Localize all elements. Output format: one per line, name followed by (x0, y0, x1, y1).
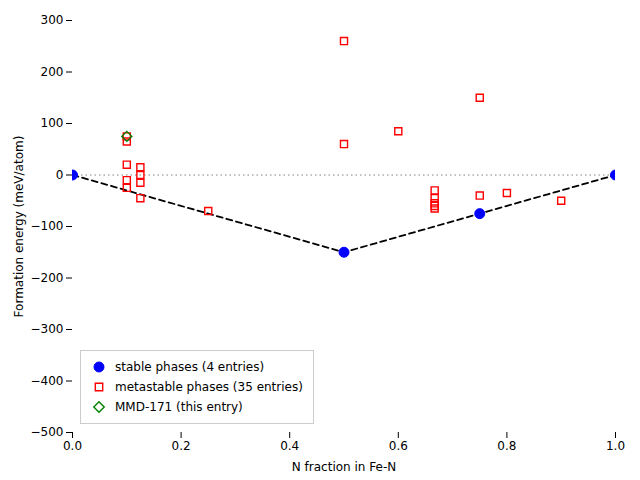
svg-text:0: 0 (56, 168, 64, 182)
svg-text:1.0: 1.0 (606, 439, 625, 453)
svg-text:−300: −300 (31, 322, 64, 336)
svg-text:0.0: 0.0 (63, 439, 82, 453)
svg-text:0.4: 0.4 (280, 439, 299, 453)
html-text:MMD-171 (this entry): MMD-171 (this entry) (115, 400, 243, 414)
svg-text:−500: −500 (31, 425, 64, 439)
svg-text:0.2: 0.2 (172, 439, 191, 453)
svg-text:N fraction in Fe-N: N fraction in Fe-N (292, 460, 396, 474)
svg-text:0.6: 0.6 (389, 439, 408, 453)
svg-text:−400: −400 (31, 374, 64, 388)
svg-text:Formation energy (meV/atom): Formation energy (meV/atom) (12, 136, 26, 318)
html-text:metastable phases (35 entries): metastable phases (35 entries) (115, 380, 303, 394)
svg-text:−200: −200 (31, 271, 64, 285)
svg-text:100: 100 (41, 116, 64, 130)
svg-text:300: 300 (41, 13, 64, 27)
svg-text:−100: −100 (31, 219, 64, 233)
svg-text:200: 200 (41, 65, 64, 79)
html-text:stable phases (4 entries): stable phases (4 entries) (115, 360, 265, 374)
svg-text:0.8: 0.8 (497, 439, 516, 453)
